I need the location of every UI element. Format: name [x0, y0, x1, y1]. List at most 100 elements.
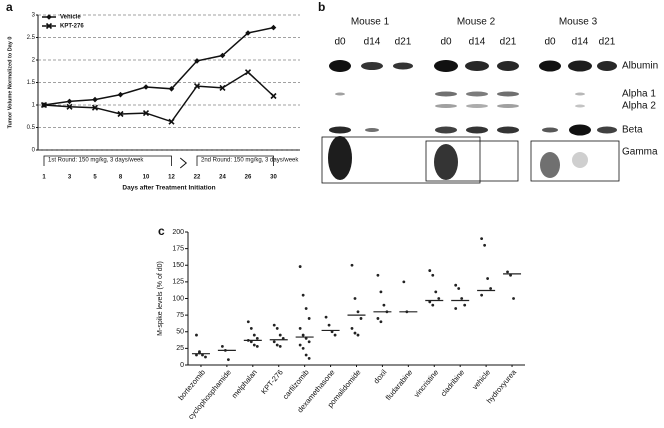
gel-band	[365, 128, 379, 132]
gel-band	[466, 91, 488, 97]
annotation: 2nd Round: 150 mg/kg, 3 days/week	[201, 158, 299, 164]
band-label: Gamma	[622, 147, 658, 158]
point	[298, 327, 302, 330]
y-tick-label: 50	[176, 329, 184, 336]
gel-band	[497, 61, 519, 71]
point	[307, 356, 311, 360]
point	[143, 84, 149, 90]
x-tick-label: 22	[194, 175, 201, 181]
gel-band	[568, 60, 592, 72]
gel-band	[393, 62, 413, 70]
lane-label: d21	[500, 37, 517, 48]
gel-band	[466, 126, 488, 134]
point	[402, 280, 406, 284]
y-tick-label: 1	[32, 103, 36, 109]
point	[327, 323, 331, 327]
gel-band	[497, 91, 519, 97]
point	[46, 14, 52, 20]
gel-band	[434, 144, 458, 180]
legend-label: KPT-276	[60, 24, 84, 30]
point	[275, 327, 279, 330]
point	[428, 300, 432, 304]
point	[463, 303, 467, 307]
point	[272, 340, 276, 344]
point	[117, 91, 124, 98]
point	[278, 344, 282, 348]
point	[350, 327, 354, 330]
point	[219, 84, 226, 91]
gel-band	[542, 127, 558, 133]
point	[195, 353, 198, 357]
y-tick-label: 3	[32, 13, 36, 19]
gel-band	[575, 104, 585, 108]
x-axis-label: Days after Treatment Initiation	[122, 185, 215, 192]
x-tick-label: 26	[245, 175, 252, 181]
y-tick-label: 1.5	[27, 80, 36, 86]
point	[195, 333, 198, 337]
point	[244, 69, 252, 76]
point	[509, 273, 512, 277]
x-tick-label: vehicle	[470, 368, 492, 392]
y-tick-label: 75	[176, 312, 184, 319]
x-tick-label: vincristine	[412, 368, 440, 399]
point	[301, 333, 305, 337]
x-tick-label: 12	[168, 175, 175, 181]
point	[252, 333, 256, 337]
gel-band	[361, 62, 383, 70]
point	[194, 58, 200, 64]
y-tick-label: 0	[180, 362, 184, 369]
point	[350, 263, 354, 267]
point	[252, 343, 256, 347]
point	[480, 237, 484, 241]
point	[428, 269, 432, 272]
mouse-label: Mouse 3	[559, 17, 598, 28]
point	[330, 330, 334, 334]
point	[245, 30, 251, 36]
lane-label: d0	[440, 37, 452, 48]
x-tick-label: KPT-276	[259, 368, 285, 396]
point	[249, 340, 253, 344]
gel-band	[328, 136, 352, 180]
point	[45, 22, 53, 30]
point	[66, 98, 73, 105]
point	[483, 243, 487, 247]
x-tick-label: melphalan	[230, 368, 259, 400]
point	[219, 52, 226, 59]
point	[356, 333, 360, 337]
gel-band	[597, 126, 617, 134]
gamma-box	[321, 136, 481, 184]
point	[301, 293, 305, 297]
point	[246, 320, 250, 324]
band-label: Alpha 1	[622, 89, 656, 100]
point	[333, 333, 337, 337]
point	[431, 273, 435, 277]
axis-break	[179, 157, 188, 169]
gamma-box	[530, 140, 620, 182]
point	[454, 283, 458, 287]
point	[298, 343, 302, 347]
point	[226, 358, 230, 362]
point	[220, 344, 224, 348]
y-axis-label: Tumor Volume Normalized to Day 0	[7, 37, 13, 129]
y-tick-label: 100	[172, 295, 184, 302]
point	[480, 293, 484, 297]
x-tick-label: 8	[119, 175, 123, 181]
x-tick-label: cladribine	[439, 368, 467, 398]
gel-band	[540, 152, 560, 178]
point	[457, 287, 461, 290]
lane-label: d0	[334, 37, 346, 48]
point	[204, 355, 207, 359]
y-tick-label: 125	[172, 279, 184, 286]
point	[281, 337, 285, 340]
gel-band	[329, 60, 351, 72]
panel-label: a	[6, 0, 13, 14]
gel-band	[597, 61, 617, 71]
point	[506, 270, 509, 274]
point	[460, 297, 464, 300]
point	[275, 343, 279, 347]
lane-label: d0	[544, 37, 556, 48]
point	[255, 344, 259, 348]
point	[307, 340, 311, 344]
legend-label: Vehicle	[60, 15, 81, 21]
point	[434, 290, 438, 294]
